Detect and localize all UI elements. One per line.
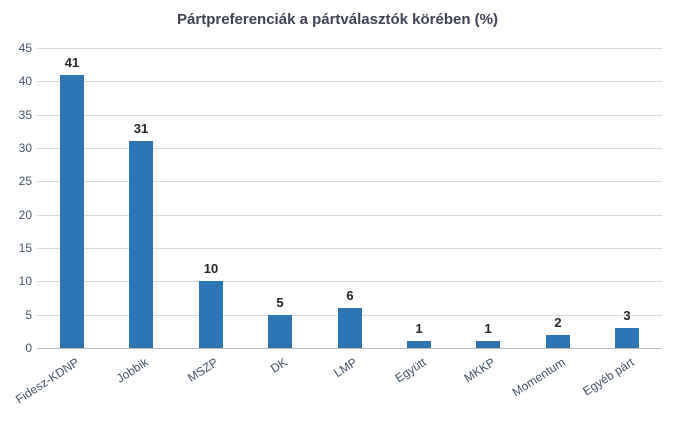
bar (199, 281, 223, 348)
y-tick-label: 20 (18, 208, 32, 222)
bar (546, 335, 570, 348)
y-tick-label: 40 (18, 74, 32, 88)
bar (615, 328, 639, 348)
bar (476, 341, 500, 348)
y-tick-label: 35 (18, 108, 32, 122)
gridline (37, 281, 662, 282)
bar-value-label: 5 (276, 295, 284, 310)
gridline (37, 148, 662, 149)
bar-value-label: 41 (64, 55, 80, 70)
y-tick-label: 0 (25, 341, 32, 355)
gridline (37, 115, 662, 116)
bar-value-label: 6 (346, 288, 354, 303)
bar-value-label: 1 (415, 321, 423, 336)
x-axis-line (37, 348, 662, 349)
bar-value-label: 31 (133, 121, 149, 136)
bar-value-label: 2 (554, 315, 562, 330)
gridline (37, 181, 662, 182)
bar-value-label: 3 (623, 308, 631, 323)
y-tick-label: 10 (18, 274, 32, 288)
bar (407, 341, 431, 348)
y-tick-label: 45 (18, 41, 32, 55)
bar (129, 141, 153, 348)
bar (60, 75, 84, 348)
gridline (37, 81, 662, 82)
chart-title: Pártpreferenciák a pártválasztók körében… (177, 11, 498, 28)
bar (338, 308, 362, 348)
y-tick-label: 5 (25, 308, 32, 322)
gridline (37, 48, 662, 49)
bar (268, 315, 292, 348)
y-tick-label: 25 (18, 174, 32, 188)
gridline (37, 215, 662, 216)
y-tick-label: 15 (18, 241, 32, 255)
gridline (37, 248, 662, 249)
y-tick-label: 30 (18, 141, 32, 155)
bar-value-label: 10 (203, 261, 219, 276)
bar-value-label: 1 (484, 321, 492, 336)
